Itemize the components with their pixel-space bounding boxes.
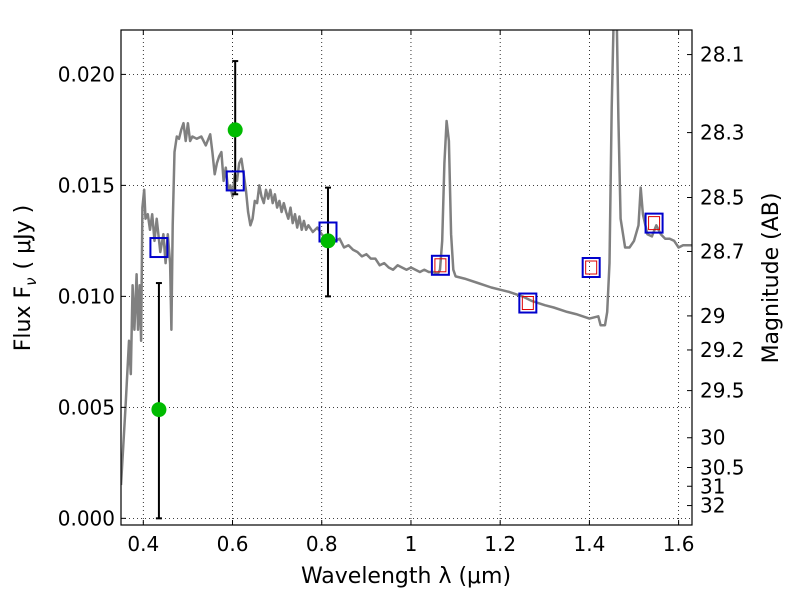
y-axis-label-main: Flux F — [11, 286, 36, 351]
model-box-blue — [644, 212, 664, 234]
y-tick-label: 0.015 — [58, 173, 115, 197]
model-box-blue — [581, 257, 601, 279]
y-axis-label: Flux Fν ( μJy ) — [11, 205, 40, 351]
mag-tick-label: 32 — [700, 494, 725, 518]
mag-tick-label: 31 — [700, 474, 725, 498]
x-tick-label: 0.8 — [306, 532, 338, 556]
mag-tick-label: 29.2 — [700, 338, 745, 362]
y-axis-label-sub: ν — [22, 277, 40, 285]
mag-tick-label: 28.1 — [700, 43, 745, 67]
x-tick-label: 0.6 — [217, 532, 249, 556]
x-tick-label: 1.4 — [573, 532, 605, 556]
plot-frame — [120, 29, 693, 526]
x-tick-label: 0.4 — [127, 532, 159, 556]
observed-point — [320, 233, 336, 249]
mag-tick-label: 28.7 — [700, 239, 745, 263]
y-tick-label: 0.000 — [58, 506, 115, 530]
model-box-blue — [149, 237, 169, 259]
y-tick-label: 0.010 — [58, 284, 115, 308]
template-spectrum-line — [121, 30, 692, 486]
model-box-red — [585, 260, 598, 275]
y-axis-label-unit: ( μJy ) — [11, 205, 36, 270]
mag-tick-label: 28.3 — [700, 121, 745, 145]
y-tick-label: 0.020 — [58, 62, 115, 86]
axes: 0.4 0.6 0.8 1 1.2 1.4 1.6 0.000 0.005 0.010 0.015 0… — [58, 29, 745, 556]
x-tick-label: 1.2 — [484, 532, 516, 556]
model-box-blue — [518, 292, 538, 314]
grid — [121, 30, 692, 525]
mag-tick-label: 30.5 — [700, 455, 745, 479]
mag-tick-label: 28.5 — [700, 185, 745, 209]
y-tick-label: 0.005 — [58, 395, 115, 419]
x-axis-label: Wavelength λ (μm) — [301, 564, 511, 589]
y2-axis-label: Magnitude (AB) — [759, 193, 784, 364]
model-box-red — [648, 216, 661, 231]
mag-tick-label: 29.5 — [700, 379, 745, 403]
mag-tick-label: 30 — [700, 426, 725, 450]
x-tick-label: 1.6 — [663, 532, 695, 556]
model-box-red — [434, 258, 447, 273]
x-tick-label: 1 — [405, 532, 418, 556]
model-box-blue — [225, 170, 245, 192]
observed-point — [151, 402, 167, 418]
model-box-blue — [430, 254, 450, 276]
model-box-red — [521, 296, 534, 311]
observed-point — [227, 122, 243, 138]
plot-area — [121, 30, 692, 520]
mag-tick-label: 29 — [700, 304, 725, 328]
